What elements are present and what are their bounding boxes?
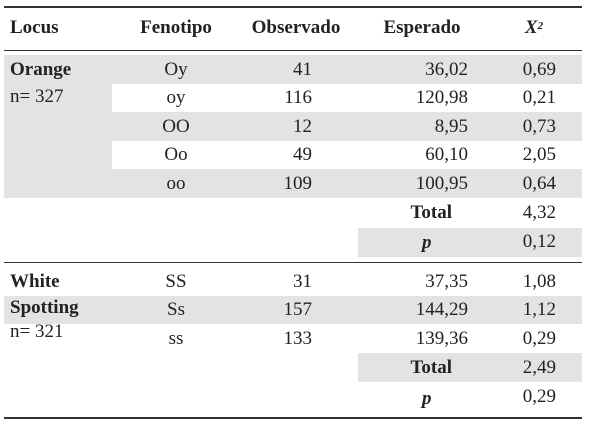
cell-esperado: 8,95 bbox=[434, 116, 468, 137]
row-band bbox=[4, 112, 582, 141]
cell-esperado: 36,02 bbox=[425, 59, 468, 80]
chi-square-symbol: X bbox=[524, 17, 538, 38]
row-band bbox=[4, 141, 112, 169]
header-chi-square: X2 bbox=[494, 17, 574, 39]
total-value: 2,49 bbox=[522, 357, 556, 378]
locus-name: White bbox=[10, 271, 60, 292]
cell-x2: 0,64 bbox=[522, 173, 556, 194]
total-label: Total bbox=[410, 357, 452, 378]
p-label: p bbox=[422, 388, 432, 409]
cell-observado: 157 bbox=[283, 299, 313, 320]
header-fenotipo: Fenotipo bbox=[140, 17, 212, 38]
bottom-rule bbox=[4, 417, 582, 419]
cell-fenotipo: oy bbox=[166, 87, 186, 108]
total-label: Total bbox=[410, 202, 452, 223]
cell-fenotipo: OO bbox=[162, 116, 190, 137]
cell-observado: 41 bbox=[293, 59, 312, 80]
cell-esperado: 37,35 bbox=[425, 271, 468, 292]
top-rule bbox=[4, 6, 582, 8]
header-esperado: Esperado bbox=[383, 17, 461, 38]
cell-observado: 116 bbox=[284, 87, 312, 108]
cell-observado: 49 bbox=[293, 144, 312, 165]
cell-fenotipo: Oy bbox=[164, 59, 188, 80]
cell-observado: 31 bbox=[293, 271, 312, 292]
cell-observado: 133 bbox=[283, 328, 313, 349]
row-band bbox=[358, 353, 582, 382]
cell-x2: 0,69 bbox=[522, 59, 556, 80]
total-value: 4,32 bbox=[522, 202, 556, 223]
cell-esperado: 120,98 bbox=[415, 87, 468, 108]
cell-x2: 0,73 bbox=[522, 116, 556, 137]
locus-n: n= 327 bbox=[10, 86, 64, 107]
row-band bbox=[4, 169, 582, 198]
cell-fenotipo: Ss bbox=[167, 299, 185, 320]
p-label: p bbox=[422, 232, 432, 253]
cell-esperado: 60,10 bbox=[425, 144, 468, 165]
locus-name: Orange bbox=[10, 59, 72, 80]
p-value: 0,12 bbox=[522, 231, 556, 252]
header-locus: Locus bbox=[10, 17, 59, 38]
cell-observado: 12 bbox=[293, 116, 312, 137]
locus-n: n= 321 bbox=[10, 321, 64, 342]
cell-x2: 2,05 bbox=[522, 144, 556, 165]
cell-fenotipo: Oo bbox=[164, 144, 188, 165]
header-rule bbox=[4, 50, 582, 51]
chi-square-table: Locus Fenotipo Observado Esperado X2 Ora… bbox=[4, 0, 582, 425]
group-divider-rule bbox=[4, 262, 582, 263]
cell-fenotipo: SS bbox=[165, 271, 187, 292]
cell-x2: 0,21 bbox=[522, 87, 556, 108]
row-band bbox=[358, 228, 582, 257]
row-band bbox=[4, 296, 582, 324]
row-band bbox=[4, 84, 112, 112]
cell-fenotipo: ss bbox=[168, 328, 184, 349]
row-band bbox=[4, 55, 582, 84]
locus-name-line2: Spotting bbox=[10, 297, 79, 318]
cell-observado: 109 bbox=[283, 173, 313, 194]
chi-square-exponent: 2 bbox=[537, 20, 544, 32]
p-value: 0,29 bbox=[522, 386, 556, 407]
cell-esperado: 139,36 bbox=[415, 328, 468, 349]
header-observado: Observado bbox=[251, 17, 341, 38]
cell-x2: 0,29 bbox=[522, 328, 556, 349]
cell-fenotipo: oo bbox=[166, 173, 186, 194]
cell-esperado: 100,95 bbox=[415, 173, 468, 194]
cell-x2: 1,12 bbox=[522, 299, 556, 320]
cell-esperado: 144,29 bbox=[415, 299, 468, 320]
cell-x2: 1,08 bbox=[522, 271, 556, 292]
